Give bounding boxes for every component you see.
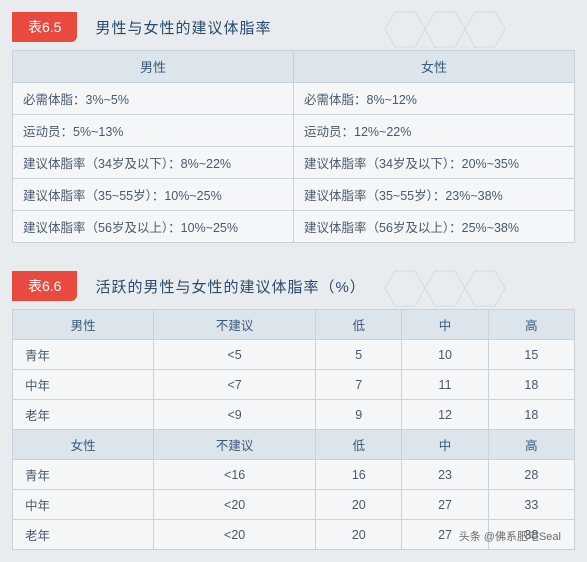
watermark: 头条 @佛系肥宅Seal — [459, 528, 561, 544]
table-6-6-title: 活跃的男性与女性的建议体脂率（%） — [95, 276, 365, 297]
table-row: 建议体脂率（34岁及以下）：8%~22%建议体脂率（34岁及以下）：20%~35… — [13, 147, 575, 179]
table-header-row: 女性 不建议 低 中 高 — [13, 430, 575, 460]
col-male: 男性 — [13, 51, 294, 83]
table-row: 中年<20202733 — [13, 490, 575, 520]
col-male: 男性 — [13, 310, 154, 340]
table-6-6-header: 表6.6 活跃的男性与女性的建议体脂率（%） — [12, 271, 575, 301]
col-high: 高 — [488, 310, 574, 340]
table-6-6-tab: 表6.6 — [12, 271, 77, 301]
col-female: 女性 — [294, 51, 575, 83]
col-female: 女性 — [13, 430, 154, 460]
col-mid: 中 — [402, 310, 488, 340]
table-header-row: 男性 不建议 低 中 高 — [13, 310, 575, 340]
table-row: 老年<991218 — [13, 400, 575, 430]
table-6-5-header: 表6.5 男性与女性的建议体脂率 — [12, 12, 575, 42]
table-6-6: 男性 不建议 低 中 高 青年<551015 中年<771118 老年<9912… — [12, 309, 575, 550]
table-row: 建议体脂率（56岁及以上）：10%~25%建议体脂率（56岁及以上）：25%~3… — [13, 211, 575, 243]
table-6-6-section: 表6.6 活跃的男性与女性的建议体脂率（%） 男性 不建议 低 中 高 青年<5… — [12, 271, 575, 550]
table-6-5-section: 表6.5 男性与女性的建议体脂率 男性 女性 必需体脂：3%~5%必需体脂：8%… — [12, 12, 575, 243]
table-6-5-tab: 表6.5 — [12, 12, 77, 42]
col-low: 低 — [316, 310, 402, 340]
table-header-row: 男性 女性 — [13, 51, 575, 83]
table-row: 中年<771118 — [13, 370, 575, 400]
table-row: 青年<551015 — [13, 340, 575, 370]
table-6-5-title: 男性与女性的建议体脂率 — [95, 17, 271, 38]
table-row: 建议体脂率（35~55岁）：10%~25%建议体脂率（35~55岁）：23%~3… — [13, 179, 575, 211]
table-row: 运动员：5%~13%运动员：12%~22% — [13, 115, 575, 147]
table-6-5: 男性 女性 必需体脂：3%~5%必需体脂：8%~12% 运动员：5%~13%运动… — [12, 50, 575, 243]
table-row: 青年<16162328 — [13, 460, 575, 490]
col-notrec: 不建议 — [154, 310, 316, 340]
table-row: 必需体脂：3%~5%必需体脂：8%~12% — [13, 83, 575, 115]
